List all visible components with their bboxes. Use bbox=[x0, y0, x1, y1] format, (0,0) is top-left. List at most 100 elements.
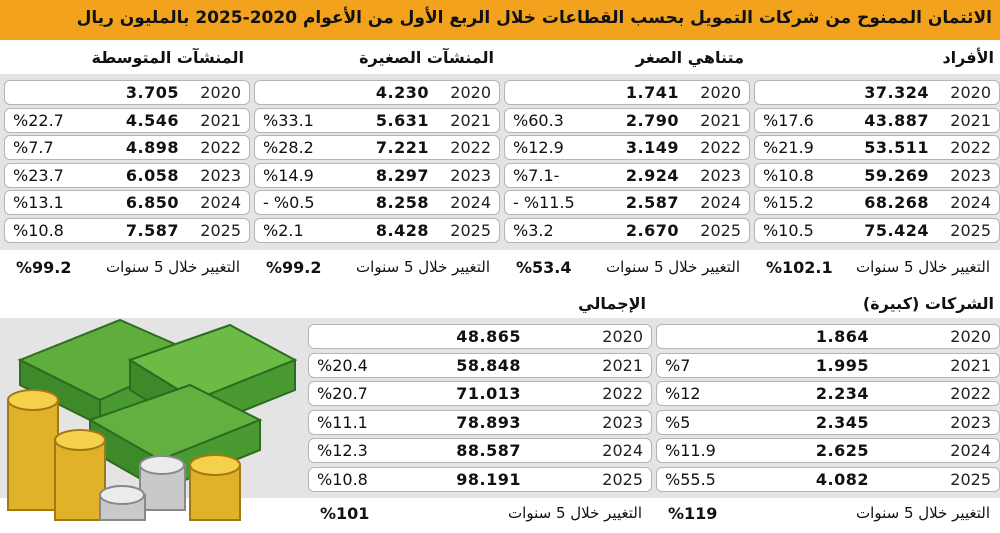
value: 2.345 bbox=[815, 412, 869, 432]
change: %14.9 bbox=[263, 165, 314, 185]
year: 2024 bbox=[700, 193, 741, 212]
table-row: 2020 4.230 bbox=[254, 80, 500, 105]
table-row: 2021 58.848 %20.4 bbox=[308, 352, 652, 378]
year: 2022 bbox=[450, 138, 491, 157]
year: 2021 bbox=[450, 110, 491, 130]
change: %10.5 bbox=[763, 220, 814, 240]
footer-label: التغيير خلال 5 سنوات bbox=[856, 504, 990, 522]
table-row: 2024 68.268 %15.2 bbox=[754, 190, 1000, 215]
change: %28.2 bbox=[263, 138, 314, 157]
table-row: 2023 8.297 %14.9 bbox=[254, 162, 500, 188]
value: 2.924 bbox=[625, 165, 679, 185]
value: 6.850 bbox=[125, 193, 179, 212]
title-bar: الائتمان الممنوح من شركات التمويل بحسب ا… bbox=[0, 0, 1000, 40]
value: 3.705 bbox=[125, 83, 179, 102]
value: 58.848 bbox=[456, 355, 521, 375]
change: - %11.5 bbox=[513, 193, 575, 212]
year: 2024 bbox=[950, 193, 991, 212]
value: 1.741 bbox=[625, 83, 679, 102]
year: 2024 bbox=[602, 441, 643, 460]
year: 2020 bbox=[950, 83, 991, 102]
year: 2023 bbox=[700, 165, 741, 185]
table-row: 2022 71.013 %20.7 bbox=[308, 381, 652, 406]
value: 2.790 bbox=[625, 110, 679, 130]
change: %11.1 bbox=[317, 412, 368, 432]
table-row: 2023 2.345 %5 bbox=[656, 409, 1000, 435]
value: 7.221 bbox=[375, 138, 429, 157]
change: - %0.5 bbox=[263, 193, 315, 212]
footer-label: التغيير خلال 5 سنوات bbox=[606, 258, 740, 276]
value: 2.625 bbox=[815, 441, 869, 460]
table-row: 2021 43.887 %17.6 bbox=[754, 107, 1000, 133]
value: 1.864 bbox=[815, 327, 869, 346]
section-header: المنشآت الصغيرة bbox=[359, 48, 494, 67]
change: %60.3 bbox=[513, 110, 564, 130]
value: 6.058 bbox=[125, 165, 179, 185]
change: %7 bbox=[665, 355, 691, 375]
table-row: 2021 2.790 %60.3 bbox=[504, 107, 750, 133]
value: 2.234 bbox=[815, 384, 869, 403]
change: %13.1 bbox=[13, 193, 64, 212]
change: %10.8 bbox=[13, 220, 64, 240]
footer-label: التغيير خلال 5 سنوات bbox=[508, 504, 642, 522]
table-row: 2024 2.587 - %11.5 bbox=[504, 190, 750, 215]
value: 75.424 bbox=[864, 220, 929, 240]
year: 2020 bbox=[602, 327, 643, 346]
year: 2025 bbox=[950, 469, 991, 489]
year: 2023 bbox=[950, 165, 991, 185]
year: 2022 bbox=[950, 138, 991, 157]
value: 4.546 bbox=[125, 110, 179, 130]
value: 8.258 bbox=[375, 193, 429, 212]
value: 4.230 bbox=[375, 83, 429, 102]
table-row: 2025 8.428 %2.1 bbox=[254, 217, 500, 243]
change: %3.2 bbox=[513, 220, 554, 240]
change: %5 bbox=[665, 412, 691, 432]
change: %10.8 bbox=[317, 469, 368, 489]
year: 2021 bbox=[950, 110, 991, 130]
year: 2021 bbox=[700, 110, 741, 130]
year: 2022 bbox=[602, 384, 643, 403]
year: 2024 bbox=[200, 193, 241, 212]
table-row: 2024 88.587 %12.3 bbox=[308, 438, 652, 463]
table-row: 2022 7.221 %28.2 bbox=[254, 135, 500, 160]
footer-label: التغيير خلال 5 سنوات bbox=[856, 258, 990, 276]
change: %12.9 bbox=[513, 138, 564, 157]
change: %20.4 bbox=[317, 355, 368, 375]
change: %23.7 bbox=[13, 165, 64, 185]
year: 2025 bbox=[950, 220, 991, 240]
table-row: 2020 37.324 bbox=[754, 80, 1000, 105]
table-row: 2020 48.865 bbox=[308, 324, 652, 349]
table-row: 2024 6.850 %13.1 bbox=[4, 190, 250, 215]
section-header: متناهي الصغر bbox=[635, 48, 744, 67]
section-header: الأفراد bbox=[942, 48, 994, 67]
year: 2025 bbox=[602, 469, 643, 489]
footer-value: %53.4 bbox=[516, 258, 572, 277]
footer-value: %99.2 bbox=[16, 258, 72, 277]
value: 48.865 bbox=[456, 327, 521, 346]
table-row: 2025 2.670 %3.2 bbox=[504, 217, 750, 243]
footer-value: %102.1 bbox=[766, 258, 833, 277]
footer-value: %99.2 bbox=[266, 258, 322, 277]
value: 98.191 bbox=[456, 469, 521, 489]
table-row: 2025 7.587 %10.8 bbox=[4, 217, 250, 243]
table-row: 2022 53.511 %21.9 bbox=[754, 135, 1000, 160]
change: %20.7 bbox=[317, 384, 368, 403]
table-row: 2023 2.924 %7.1- bbox=[504, 162, 750, 188]
year: 2025 bbox=[450, 220, 491, 240]
change: %21.9 bbox=[763, 138, 814, 157]
footer-value: %119 bbox=[668, 504, 718, 523]
value: 8.297 bbox=[375, 165, 429, 185]
year: 2021 bbox=[602, 355, 643, 375]
value: 53.511 bbox=[864, 138, 929, 157]
year: 2025 bbox=[700, 220, 741, 240]
table-row: 2021 4.546 %22.7 bbox=[4, 107, 250, 133]
table-row: 2024 8.258 - %0.5 bbox=[254, 190, 500, 215]
value: 2.670 bbox=[625, 220, 679, 240]
year: 2020 bbox=[450, 83, 491, 102]
section-header: المنشآت المتوسطة bbox=[91, 48, 245, 67]
year: 2020 bbox=[950, 327, 991, 346]
change: %2.1 bbox=[263, 220, 304, 240]
year: 2022 bbox=[200, 138, 241, 157]
year: 2022 bbox=[950, 384, 991, 403]
